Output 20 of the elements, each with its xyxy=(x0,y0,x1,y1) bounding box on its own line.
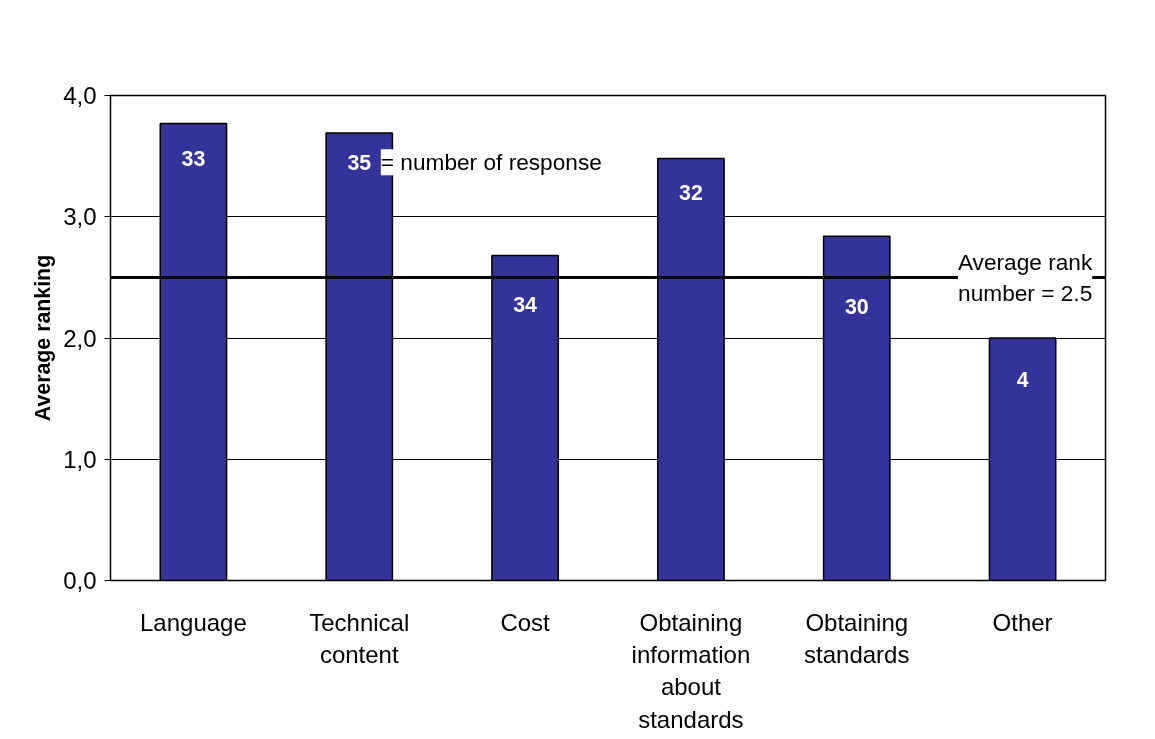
annotation: 33 xyxy=(181,147,206,172)
y-tick-label: 0,0 xyxy=(63,567,97,594)
annotation: 30 xyxy=(844,294,869,319)
x-tick-label: Language xyxy=(140,608,247,636)
y-axis-title: Average ranking xyxy=(31,254,56,422)
y-tick-label: 4,0 xyxy=(63,82,97,109)
x-tick-label: Obtaining information about standards xyxy=(631,608,751,733)
x-tick-label: Other xyxy=(992,608,1053,636)
x-tick-label: Technical content xyxy=(309,608,410,668)
ref-line-label: Average rank number = 2.5 xyxy=(957,248,1093,306)
y-tick-label: 1,0 xyxy=(63,445,97,473)
annotation: 34 xyxy=(513,292,538,317)
x-tick-label: Cost xyxy=(500,608,551,636)
annotation: = number of response xyxy=(380,149,602,176)
x-tick-label: Obtaining standards xyxy=(804,608,910,668)
y-tick-label: 2,0 xyxy=(63,324,97,352)
y-tick-label: 3,0 xyxy=(63,203,97,231)
annotation: 32 xyxy=(679,181,703,205)
annotation: 4 xyxy=(1016,367,1029,392)
annotation: 35 xyxy=(347,150,372,175)
